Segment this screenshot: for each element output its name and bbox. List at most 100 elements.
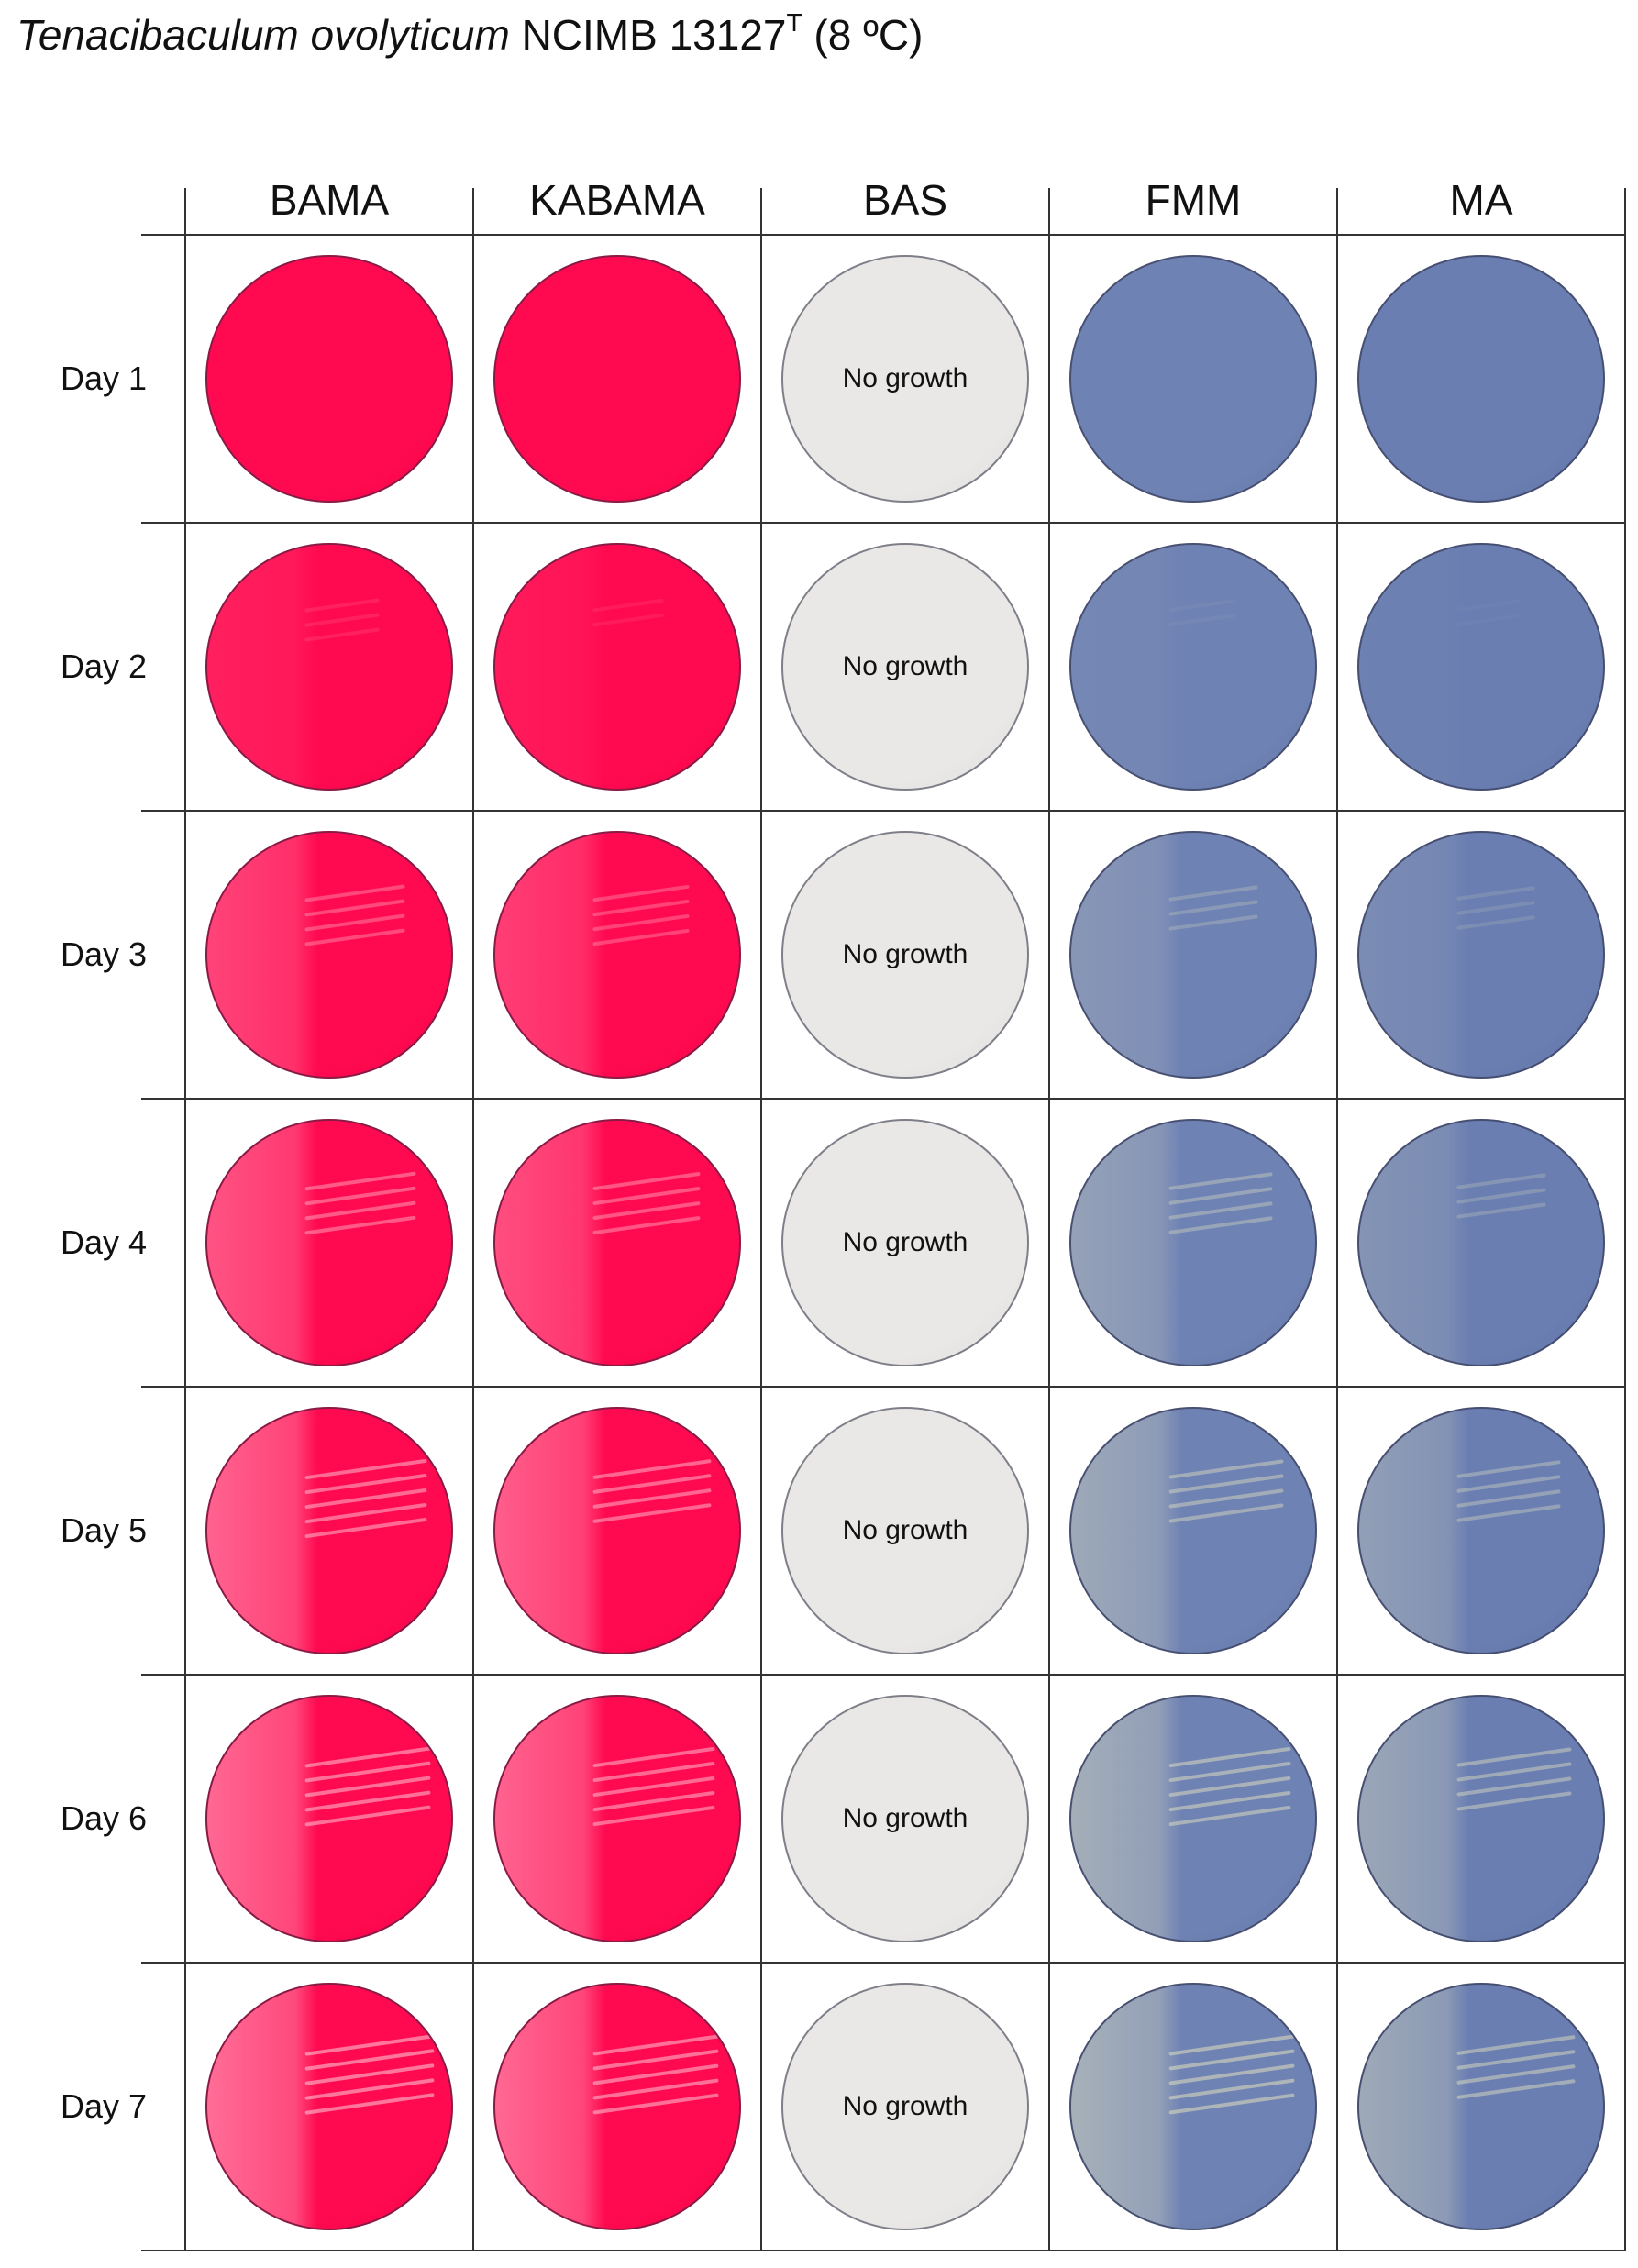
plate-kabama-day-7 (493, 1983, 741, 2230)
species-name: Tenacibaculum ovolyticum (17, 11, 510, 59)
plate-bas-day-3: No growth (781, 831, 1029, 1079)
no-growth-label: No growth (842, 363, 968, 393)
growth-streak-line (1168, 2093, 1296, 2115)
growth-streak-line (592, 1186, 702, 1206)
growth-streak-line (1168, 1200, 1274, 1220)
growth-streak-line (304, 2033, 436, 2056)
growth-streak-line (592, 2078, 720, 2100)
growth-streak-line (1168, 899, 1259, 916)
plate-ma-day-2 (1357, 543, 1605, 791)
growth-streak-line (1456, 2063, 1577, 2085)
growth-streak-line (1456, 1776, 1573, 1797)
plate-fmm-day-1 (1069, 255, 1317, 503)
growth-streak-line (1168, 1790, 1292, 1812)
growth-streak-line (1168, 1761, 1292, 1783)
growth-streak-line (1456, 1201, 1547, 1219)
growth-streak-line (1456, 1187, 1547, 1204)
growth-streak-line (304, 1746, 432, 1768)
growth-streak-line (1168, 1215, 1274, 1234)
growth-streak-line (592, 1805, 716, 1826)
incubation-condition: (8 ºC) (813, 11, 924, 59)
growth-streak-line (1168, 1502, 1285, 1523)
growth-streak-line (304, 1805, 432, 1827)
growth-streak-line (592, 1790, 716, 1812)
plate-bama-day-1 (205, 255, 453, 503)
plate-bas-day-5: No growth (781, 1407, 1029, 1654)
column-header-fmm: FMM (1145, 176, 1242, 224)
growth-streak-line (592, 899, 691, 917)
growth-streak-line (1456, 1172, 1547, 1189)
growth-streak-line (1168, 884, 1259, 902)
column-header-kabama: KABAMA (529, 176, 705, 224)
growth-streak-line (304, 1517, 428, 1538)
plate-bama-day-6 (205, 1695, 453, 1942)
growth-streak-line (1168, 1488, 1285, 1509)
growth-streak-line (592, 1488, 713, 1509)
growth-streak-line (592, 928, 691, 946)
row-label-day-4: Day 4 (61, 1223, 148, 1261)
growth-streak-line (592, 884, 691, 902)
growth-streak-line (304, 598, 381, 613)
growth-streak-line (592, 2049, 720, 2071)
row-label-day-7: Day 7 (61, 2087, 148, 2125)
growth-streak-line (1168, 913, 1259, 931)
row-label-day-5: Day 5 (61, 1511, 148, 1549)
column-header-bas: BAS (862, 176, 948, 224)
row-label-day-1: Day 1 (61, 360, 148, 397)
plate-fmm-day-4 (1069, 1119, 1317, 1366)
growth-streak-line (1168, 1474, 1285, 1494)
growth-streak-line (592, 1761, 716, 1783)
plate-kabama-day-4 (493, 1119, 741, 1366)
growth-streak-line (1456, 2078, 1577, 2099)
growth-streak-line (592, 913, 691, 932)
no-growth-label: No growth (842, 1515, 968, 1545)
plate-bas-day-7: No growth (781, 1983, 1029, 2230)
figure-title: Tenacibaculum ovolyticum NCIMB 13127T (8… (17, 6, 923, 64)
growth-streak-line (1168, 1805, 1292, 1826)
plate-kabama-day-3 (493, 831, 741, 1079)
growth-streak-line (304, 1473, 428, 1495)
plate-bas-day-1: No growth (781, 255, 1029, 503)
plate-ma-day-7 (1357, 1983, 1605, 2230)
plate-fmm-day-5 (1069, 1407, 1317, 1654)
growth-streak-line (304, 1186, 417, 1206)
row-label-day-2: Day 2 (61, 647, 148, 685)
column-header-bama: BAMA (269, 176, 390, 224)
growth-streak-line (1168, 2078, 1296, 2100)
growth-streak-line (1168, 598, 1237, 612)
plate-bama-day-7 (205, 1983, 453, 2230)
plate-kabama-day-6 (493, 1695, 741, 1942)
growth-streak-line (592, 1215, 702, 1234)
growth-streak-line (1168, 613, 1237, 626)
growth-streak-line (592, 1502, 713, 1523)
growth-streak-line (304, 1215, 417, 1235)
growth-streak-line (304, 613, 381, 627)
no-growth-label: No growth (842, 939, 968, 969)
growth-streak-line (304, 928, 406, 946)
growth-streak-line (592, 1746, 716, 1768)
growth-streak-line (304, 2077, 436, 2100)
plate-ma-day-3 (1357, 831, 1605, 1079)
growth-streak-line (304, 1761, 432, 1783)
growth-streak-line (1456, 614, 1521, 626)
growth-streak-line (304, 1200, 417, 1221)
growth-streak-line (1456, 1459, 1562, 1478)
plate-bama-day-3 (205, 831, 453, 1079)
growth-streak-line (1168, 2034, 1296, 2056)
growth-streak-line (304, 2092, 436, 2115)
growth-streak-line (1456, 1747, 1573, 1767)
plate-ma-day-4 (1357, 1119, 1605, 1366)
growth-streak-line (592, 1458, 713, 1479)
growth-streak-line (1168, 1459, 1285, 1479)
growth-streak-line (592, 613, 665, 627)
plate-kabama-day-1 (493, 255, 741, 503)
plate-bama-day-4 (205, 1119, 453, 1366)
growth-streak-line (304, 627, 381, 642)
growth-streak-line (592, 1473, 713, 1494)
plate-fmm-day-6 (1069, 1695, 1317, 1942)
plate-bas-day-4: No growth (781, 1119, 1029, 1366)
column-header-ma: MA (1449, 176, 1513, 224)
growth-streak-line (1456, 1762, 1573, 1782)
no-growth-label: No growth (842, 1803, 968, 1833)
growth-streak-line (1168, 1746, 1292, 1768)
